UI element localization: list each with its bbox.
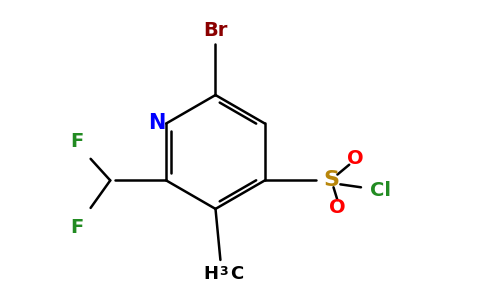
Text: O: O [347,149,363,168]
Text: H: H [203,265,218,283]
Text: 3: 3 [219,265,228,278]
Text: Cl: Cl [370,181,391,200]
Text: F: F [70,132,84,151]
Text: F: F [70,218,84,237]
Text: S: S [323,170,340,190]
Text: Br: Br [203,21,227,40]
Text: N: N [148,113,165,134]
Text: C: C [230,265,243,283]
Text: O: O [329,198,346,218]
